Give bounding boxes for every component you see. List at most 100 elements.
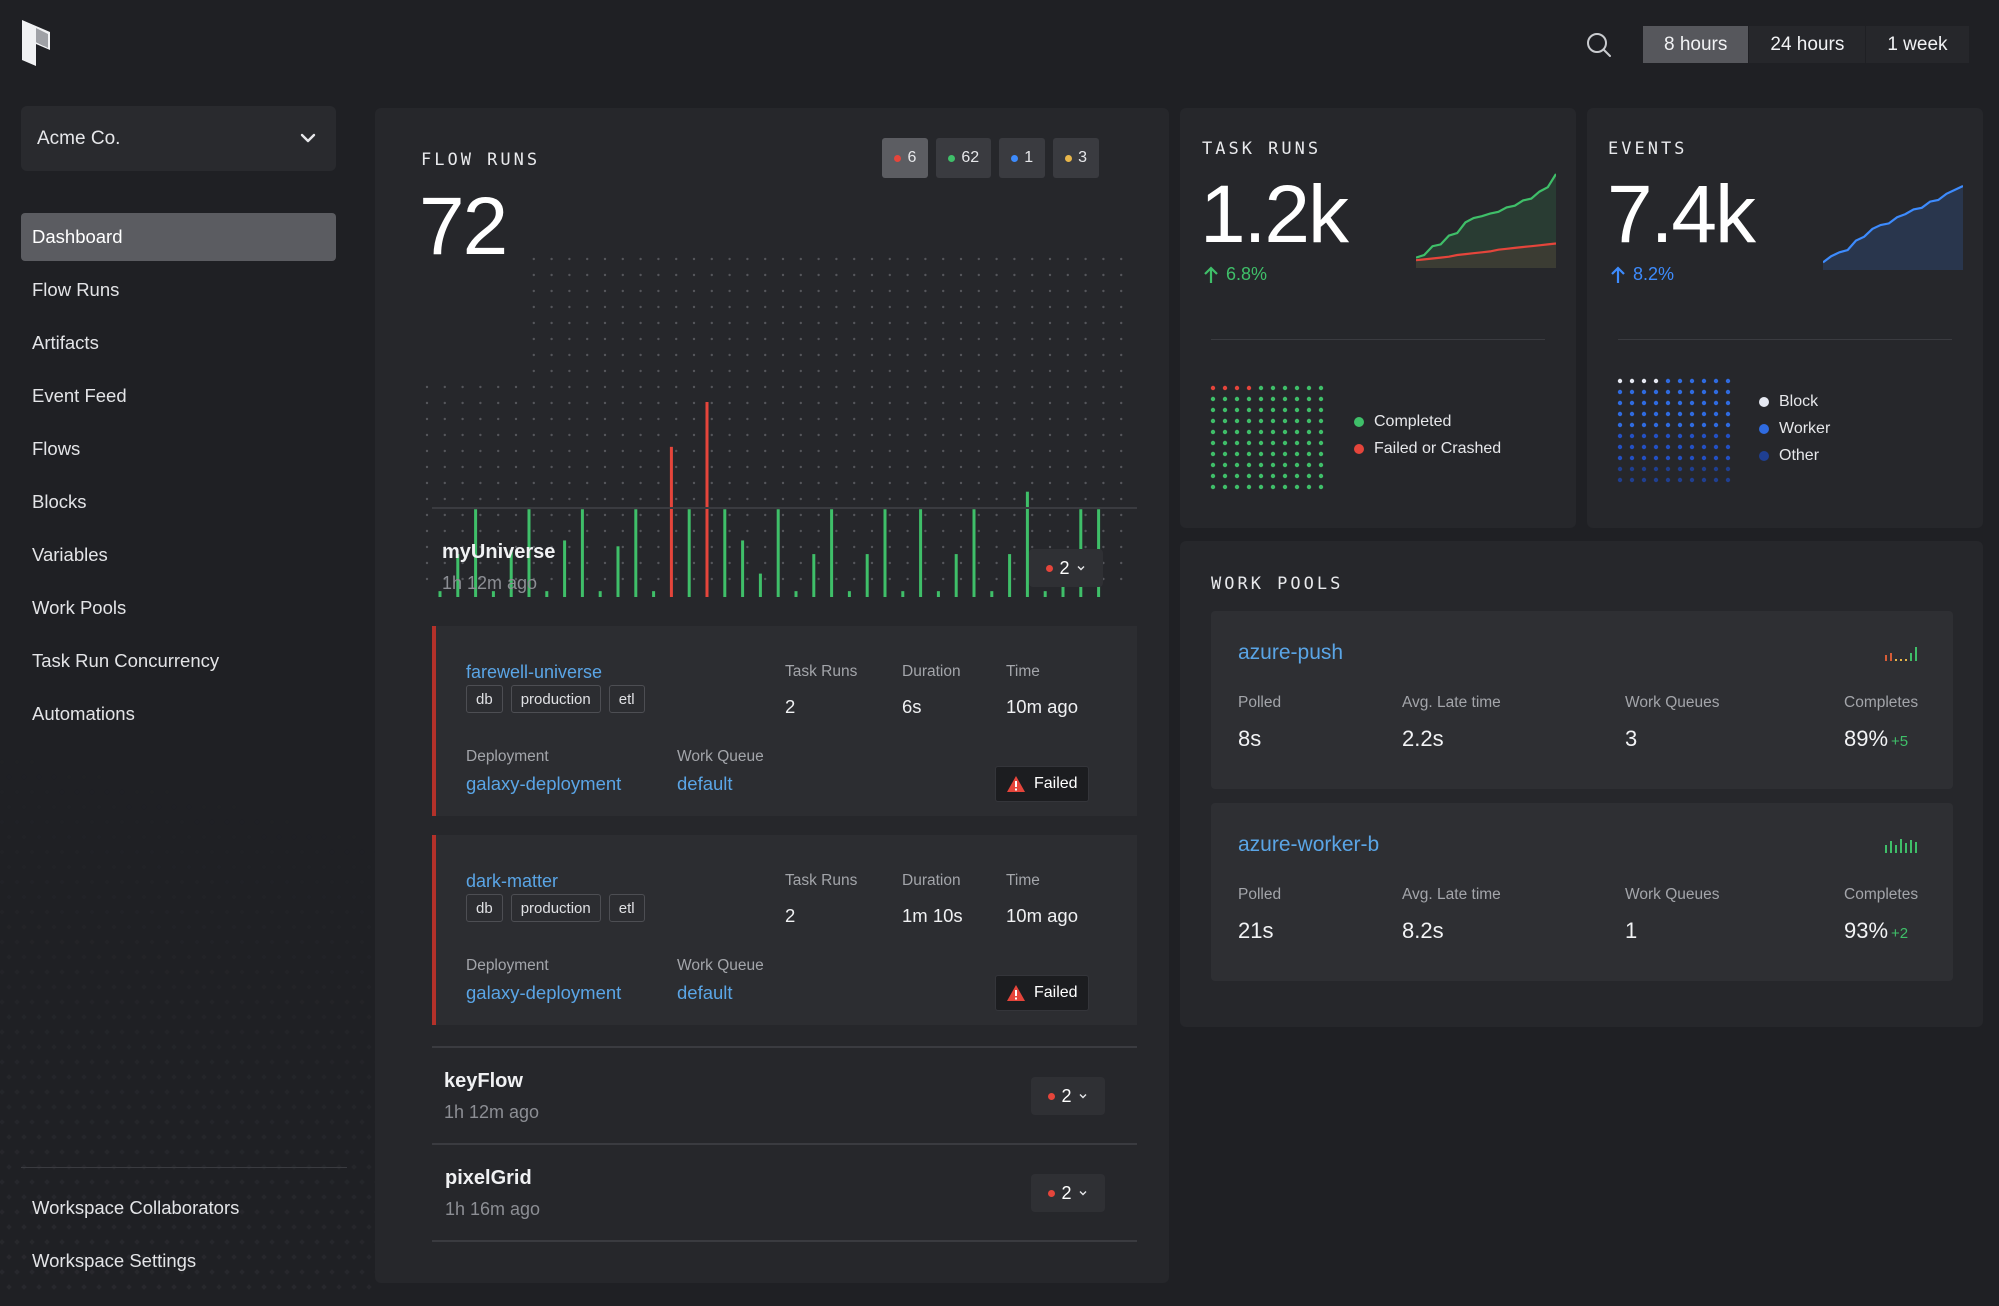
sidebar-item-workspace-settings[interactable]: Workspace Settings bbox=[32, 1250, 197, 1271]
flow-name[interactable]: myUniverse bbox=[442, 541, 556, 563]
tag[interactable]: etl bbox=[608, 685, 645, 713]
histogram-bar[interactable] bbox=[705, 402, 709, 597]
state-badge-scheduled[interactable]: 3 bbox=[1053, 138, 1099, 178]
flow-run-name[interactable]: farewell-universe bbox=[466, 662, 603, 682]
state-badge-running[interactable]: 1 bbox=[999, 138, 1046, 178]
histogram-bar[interactable] bbox=[527, 509, 531, 597]
histogram-bar[interactable] bbox=[794, 591, 798, 597]
histogram-bar[interactable] bbox=[491, 591, 495, 597]
sidebar-item-dashboard[interactable]: Dashboard bbox=[21, 213, 336, 261]
sidebar-item-event-feed[interactable]: Event Feed bbox=[32, 385, 127, 406]
histogram-bar[interactable] bbox=[634, 509, 638, 597]
state-badge-failed[interactable]: Failed bbox=[995, 766, 1089, 802]
state-badge-failed[interactable]: 6 bbox=[882, 138, 929, 178]
matrix-dot bbox=[1677, 389, 1683, 395]
histogram-bar[interactable] bbox=[456, 554, 460, 597]
work-pool-name[interactable]: azure-push bbox=[1238, 641, 1344, 664]
histogram-bar[interactable] bbox=[936, 591, 940, 597]
histogram-bar[interactable] bbox=[901, 591, 905, 597]
sidebar-item-flow-runs[interactable]: Flow Runs bbox=[32, 279, 120, 300]
sidebar-item-variables[interactable]: Variables bbox=[32, 544, 108, 565]
prefect-logo-icon[interactable] bbox=[20, 20, 52, 66]
histogram-bar[interactable] bbox=[883, 509, 887, 597]
search-icon[interactable] bbox=[1585, 31, 1613, 59]
sidebar-item-work-pools[interactable]: Work Pools bbox=[32, 597, 127, 618]
work-pool-card[interactable]: azure-worker-b Polled 21s Avg. Late time… bbox=[1211, 803, 1953, 981]
matrix-dot bbox=[1294, 396, 1300, 402]
histogram-bar[interactable] bbox=[474, 509, 478, 597]
flow-name[interactable]: keyFlow bbox=[444, 1070, 523, 1092]
histogram-bar[interactable] bbox=[1025, 491, 1029, 597]
sidebar-item-task-run-concurrency[interactable]: Task Run Concurrency bbox=[32, 650, 220, 671]
matrix-dot bbox=[1677, 411, 1683, 417]
histogram-bar[interactable] bbox=[563, 540, 567, 597]
matrix-dot bbox=[1713, 389, 1719, 395]
range-24-hours[interactable]: 24 hours bbox=[1748, 26, 1866, 63]
state-badge-failed[interactable]: Failed bbox=[995, 975, 1089, 1011]
warning-icon bbox=[1007, 776, 1025, 792]
histogram-bar[interactable] bbox=[954, 554, 958, 597]
flow-run-name[interactable]: dark-matter bbox=[466, 871, 559, 891]
matrix-dot bbox=[1641, 422, 1647, 428]
tag[interactable]: etl bbox=[608, 894, 645, 922]
histogram-bar[interactable] bbox=[972, 509, 976, 597]
matrix-dot bbox=[1318, 473, 1324, 479]
work-pool-name[interactable]: azure-worker-b bbox=[1238, 833, 1380, 856]
histogram-bar[interactable] bbox=[509, 550, 513, 597]
matrix-dot bbox=[1629, 389, 1635, 395]
histogram-bar[interactable] bbox=[847, 591, 851, 597]
histogram-bar[interactable] bbox=[830, 509, 834, 597]
histogram-bar[interactable] bbox=[669, 446, 673, 597]
arrow-up-icon bbox=[1204, 265, 1218, 283]
histogram-bar[interactable] bbox=[865, 554, 869, 597]
histogram-bar[interactable] bbox=[580, 509, 584, 597]
flow-run-count-toggle[interactable]: 2 bbox=[1031, 1174, 1105, 1212]
sidebar-item-workspace-collaborators[interactable]: Workspace Collaborators bbox=[32, 1197, 240, 1218]
histogram-bar[interactable] bbox=[652, 591, 656, 597]
histogram-bar[interactable] bbox=[741, 540, 745, 597]
work-queue-link[interactable]: default bbox=[677, 773, 733, 794]
matrix-dot bbox=[1689, 400, 1695, 406]
histogram-bar[interactable] bbox=[616, 546, 620, 597]
range-1-week[interactable]: 1 week bbox=[1865, 26, 1969, 63]
histogram-bar[interactable] bbox=[723, 509, 727, 597]
histogram-bar[interactable] bbox=[1008, 554, 1012, 597]
histogram-bar[interactable] bbox=[919, 509, 923, 597]
warning-icon bbox=[1007, 985, 1025, 1001]
histogram-bar[interactable] bbox=[776, 509, 780, 597]
legend-item-worker: Worker bbox=[1759, 415, 1830, 442]
deployment-link[interactable]: galaxy-deployment bbox=[466, 982, 622, 1003]
histogram-bar[interactable] bbox=[812, 554, 816, 597]
range-8-hours[interactable]: 8 hours bbox=[1643, 26, 1749, 63]
histogram-bar[interactable] bbox=[598, 591, 602, 597]
histogram-bar[interactable] bbox=[545, 591, 549, 597]
state-badge-completed[interactable]: 62 bbox=[936, 138, 992, 178]
sidebar-item-blocks[interactable]: Blocks bbox=[32, 491, 87, 512]
histogram-bar[interactable] bbox=[758, 573, 762, 597]
sidebar-item-artifacts[interactable]: Artifacts bbox=[32, 332, 99, 353]
matrix-dot bbox=[1713, 444, 1719, 450]
polled-value: 21s bbox=[1238, 918, 1274, 943]
time-range-selector: 8 hours 24 hours 1 week bbox=[1643, 26, 1969, 63]
matrix-dot bbox=[1234, 473, 1240, 479]
histogram-bar[interactable] bbox=[1043, 591, 1047, 597]
flow-run-count-toggle[interactable]: 2 bbox=[1029, 549, 1103, 587]
histogram-bar[interactable] bbox=[438, 591, 442, 597]
work-queues-label: Work Queues bbox=[1625, 886, 1720, 903]
matrix-dot bbox=[1665, 389, 1671, 395]
sidebar-item-automations[interactable]: Automations bbox=[32, 703, 135, 724]
work-pool-card[interactable]: azure-push Polled 8s Avg. Late time 2.2s… bbox=[1211, 611, 1953, 789]
matrix-dot bbox=[1701, 433, 1707, 439]
deployment-link[interactable]: galaxy-deployment bbox=[466, 773, 622, 794]
sidebar-item-flows[interactable]: Flows bbox=[32, 438, 81, 459]
tag[interactable]: production bbox=[510, 894, 601, 922]
flow-run-count-toggle[interactable]: 2 bbox=[1031, 1077, 1105, 1115]
histogram-bar[interactable] bbox=[990, 591, 994, 597]
tag[interactable]: db bbox=[466, 894, 503, 922]
histogram-bar[interactable] bbox=[687, 509, 691, 597]
flow-name[interactable]: pixelGrid bbox=[445, 1167, 532, 1189]
workspace-select[interactable]: Acme Co. bbox=[21, 106, 336, 171]
tag[interactable]: db bbox=[466, 685, 503, 713]
tag[interactable]: production bbox=[510, 685, 601, 713]
work-queue-link[interactable]: default bbox=[677, 982, 733, 1003]
